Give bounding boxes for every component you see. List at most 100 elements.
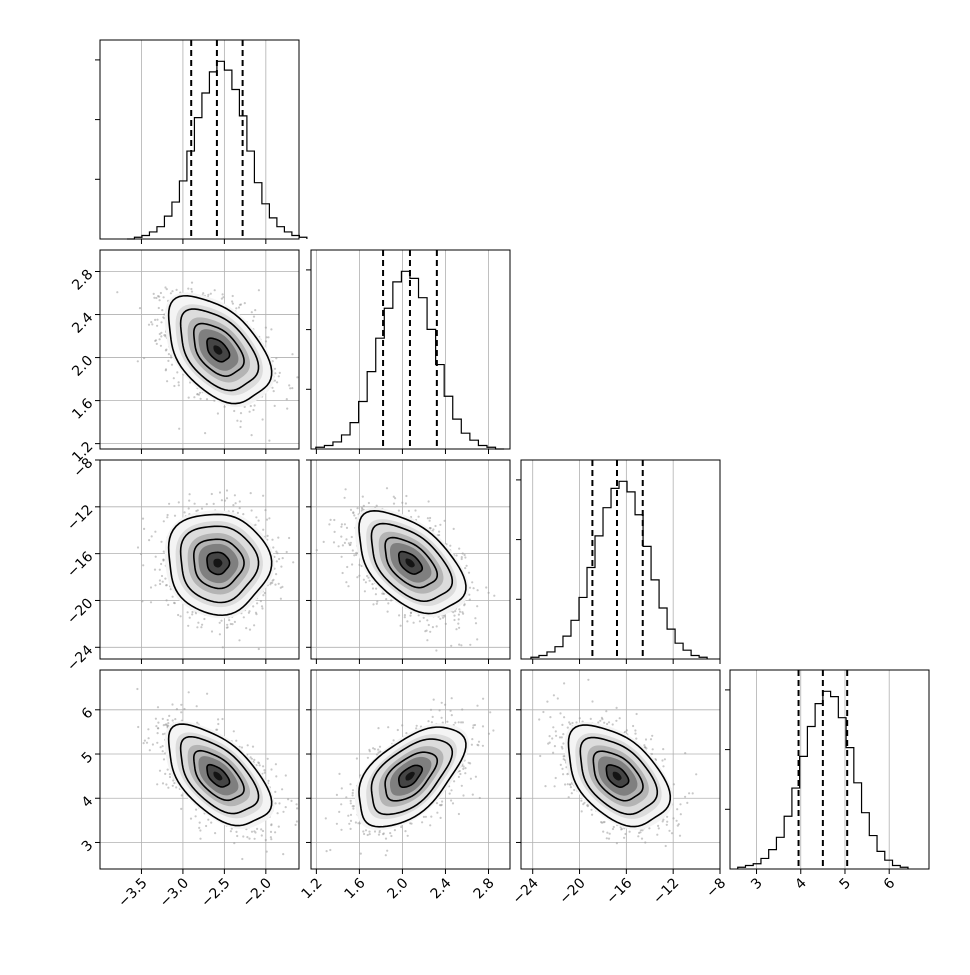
- scatter-point: [157, 727, 160, 730]
- scatter-point: [589, 717, 592, 721]
- scatter-point: [691, 792, 694, 795]
- scatter-point: [573, 788, 576, 792]
- scatter-point: [464, 567, 467, 570]
- scatter-point: [366, 833, 369, 837]
- scatter-point: [156, 783, 159, 786]
- scatter-point: [210, 821, 213, 824]
- scatter-point: [249, 756, 252, 759]
- scatter-point: [457, 622, 460, 625]
- scatter-point: [198, 821, 201, 824]
- scatter-point: [478, 796, 481, 800]
- scatter-point: [291, 353, 294, 356]
- scatter-point: [221, 717, 224, 721]
- scatter-point: [222, 296, 225, 299]
- scatter-point: [440, 716, 443, 719]
- scatter-point: [349, 508, 353, 511]
- scatter-point: [392, 495, 395, 498]
- scatter-point: [458, 547, 461, 550]
- scatter-point: [425, 629, 428, 632]
- contour-line-1: [192, 749, 245, 802]
- panel-content: [324, 697, 495, 857]
- scatter-point: [426, 517, 429, 520]
- scatter-point: [238, 507, 241, 510]
- scatter-point: [207, 818, 210, 821]
- scatter-point: [162, 559, 165, 562]
- scatter-point: [269, 583, 272, 586]
- scatter-point: [438, 709, 441, 712]
- scatter-point: [284, 774, 287, 777]
- scatter-point: [139, 552, 143, 556]
- scatter-point: [615, 842, 619, 845]
- scatter-point: [148, 749, 151, 752]
- scatter-point: [548, 735, 551, 738]
- scatter-point: [157, 306, 160, 310]
- scatter-point: [349, 802, 352, 805]
- panel-1-0: 1.21.62.02.42.8: [69, 249, 300, 466]
- scatter-point: [429, 708, 433, 711]
- scatter-point: [151, 743, 154, 746]
- scatter-point: [603, 721, 606, 724]
- scatter-point: [282, 853, 285, 856]
- scatter-point: [252, 315, 256, 318]
- scatter-point: [448, 792, 451, 795]
- scatter-point: [679, 803, 682, 806]
- scatter-point: [452, 527, 455, 531]
- scatter-point: [218, 621, 221, 624]
- scatter-point: [273, 379, 276, 382]
- scatter-point: [657, 824, 660, 828]
- scatter-point: [546, 700, 549, 703]
- scatter-point: [177, 384, 180, 387]
- scatter-point: [161, 782, 165, 785]
- scatter-point: [262, 594, 265, 597]
- scatter-point: [257, 289, 260, 292]
- scatter-point: [166, 380, 169, 383]
- scatter-point: [695, 773, 698, 776]
- scatter-point: [155, 342, 158, 345]
- scatter-point: [180, 703, 183, 706]
- scatter-point: [345, 538, 348, 541]
- x-tick-label: 1.6: [342, 875, 369, 902]
- scatter-point: [167, 603, 170, 607]
- scatter-point: [265, 336, 268, 339]
- scatter-point: [160, 321, 163, 324]
- x-tick-label: −3.5: [115, 875, 150, 910]
- x-tick-label: −24: [510, 875, 542, 907]
- scatter-point: [571, 721, 574, 725]
- scatter-point: [236, 511, 239, 514]
- x-tick-label: −16: [603, 875, 635, 907]
- scatter-point: [371, 583, 374, 586]
- scatter-point: [607, 837, 611, 840]
- scatter-point: [223, 499, 227, 502]
- y-tick-label: −20: [64, 596, 96, 628]
- scatter-point: [344, 488, 347, 491]
- scatter-point: [256, 602, 259, 605]
- scatter-point: [158, 568, 161, 571]
- scatter-point: [148, 539, 151, 542]
- scatter-point: [329, 518, 332, 522]
- scatter-point: [603, 820, 606, 824]
- scatter-point: [202, 292, 205, 295]
- scatter-point: [552, 751, 555, 754]
- scatter-point: [262, 494, 265, 497]
- scatter-point: [668, 829, 671, 832]
- scatter-point: [340, 523, 343, 526]
- scatter-point: [260, 605, 264, 608]
- scatter-point: [435, 625, 438, 628]
- contour-line-1: [192, 538, 245, 590]
- scatter-point: [277, 536, 280, 539]
- scatter-point: [493, 594, 496, 597]
- scatter-point: [351, 794, 354, 797]
- scatter-point: [160, 574, 164, 578]
- scatter-point: [271, 581, 274, 585]
- panel-frame: [99, 249, 300, 450]
- scatter-point: [635, 737, 638, 740]
- scatter-point: [429, 824, 432, 827]
- scatter-point: [389, 832, 392, 835]
- scatter-point: [358, 563, 361, 567]
- scatter-point: [387, 726, 390, 729]
- scatter-point: [559, 712, 562, 715]
- scatter-point: [173, 602, 176, 605]
- scatter-point: [233, 620, 236, 624]
- scatter-point: [315, 549, 318, 552]
